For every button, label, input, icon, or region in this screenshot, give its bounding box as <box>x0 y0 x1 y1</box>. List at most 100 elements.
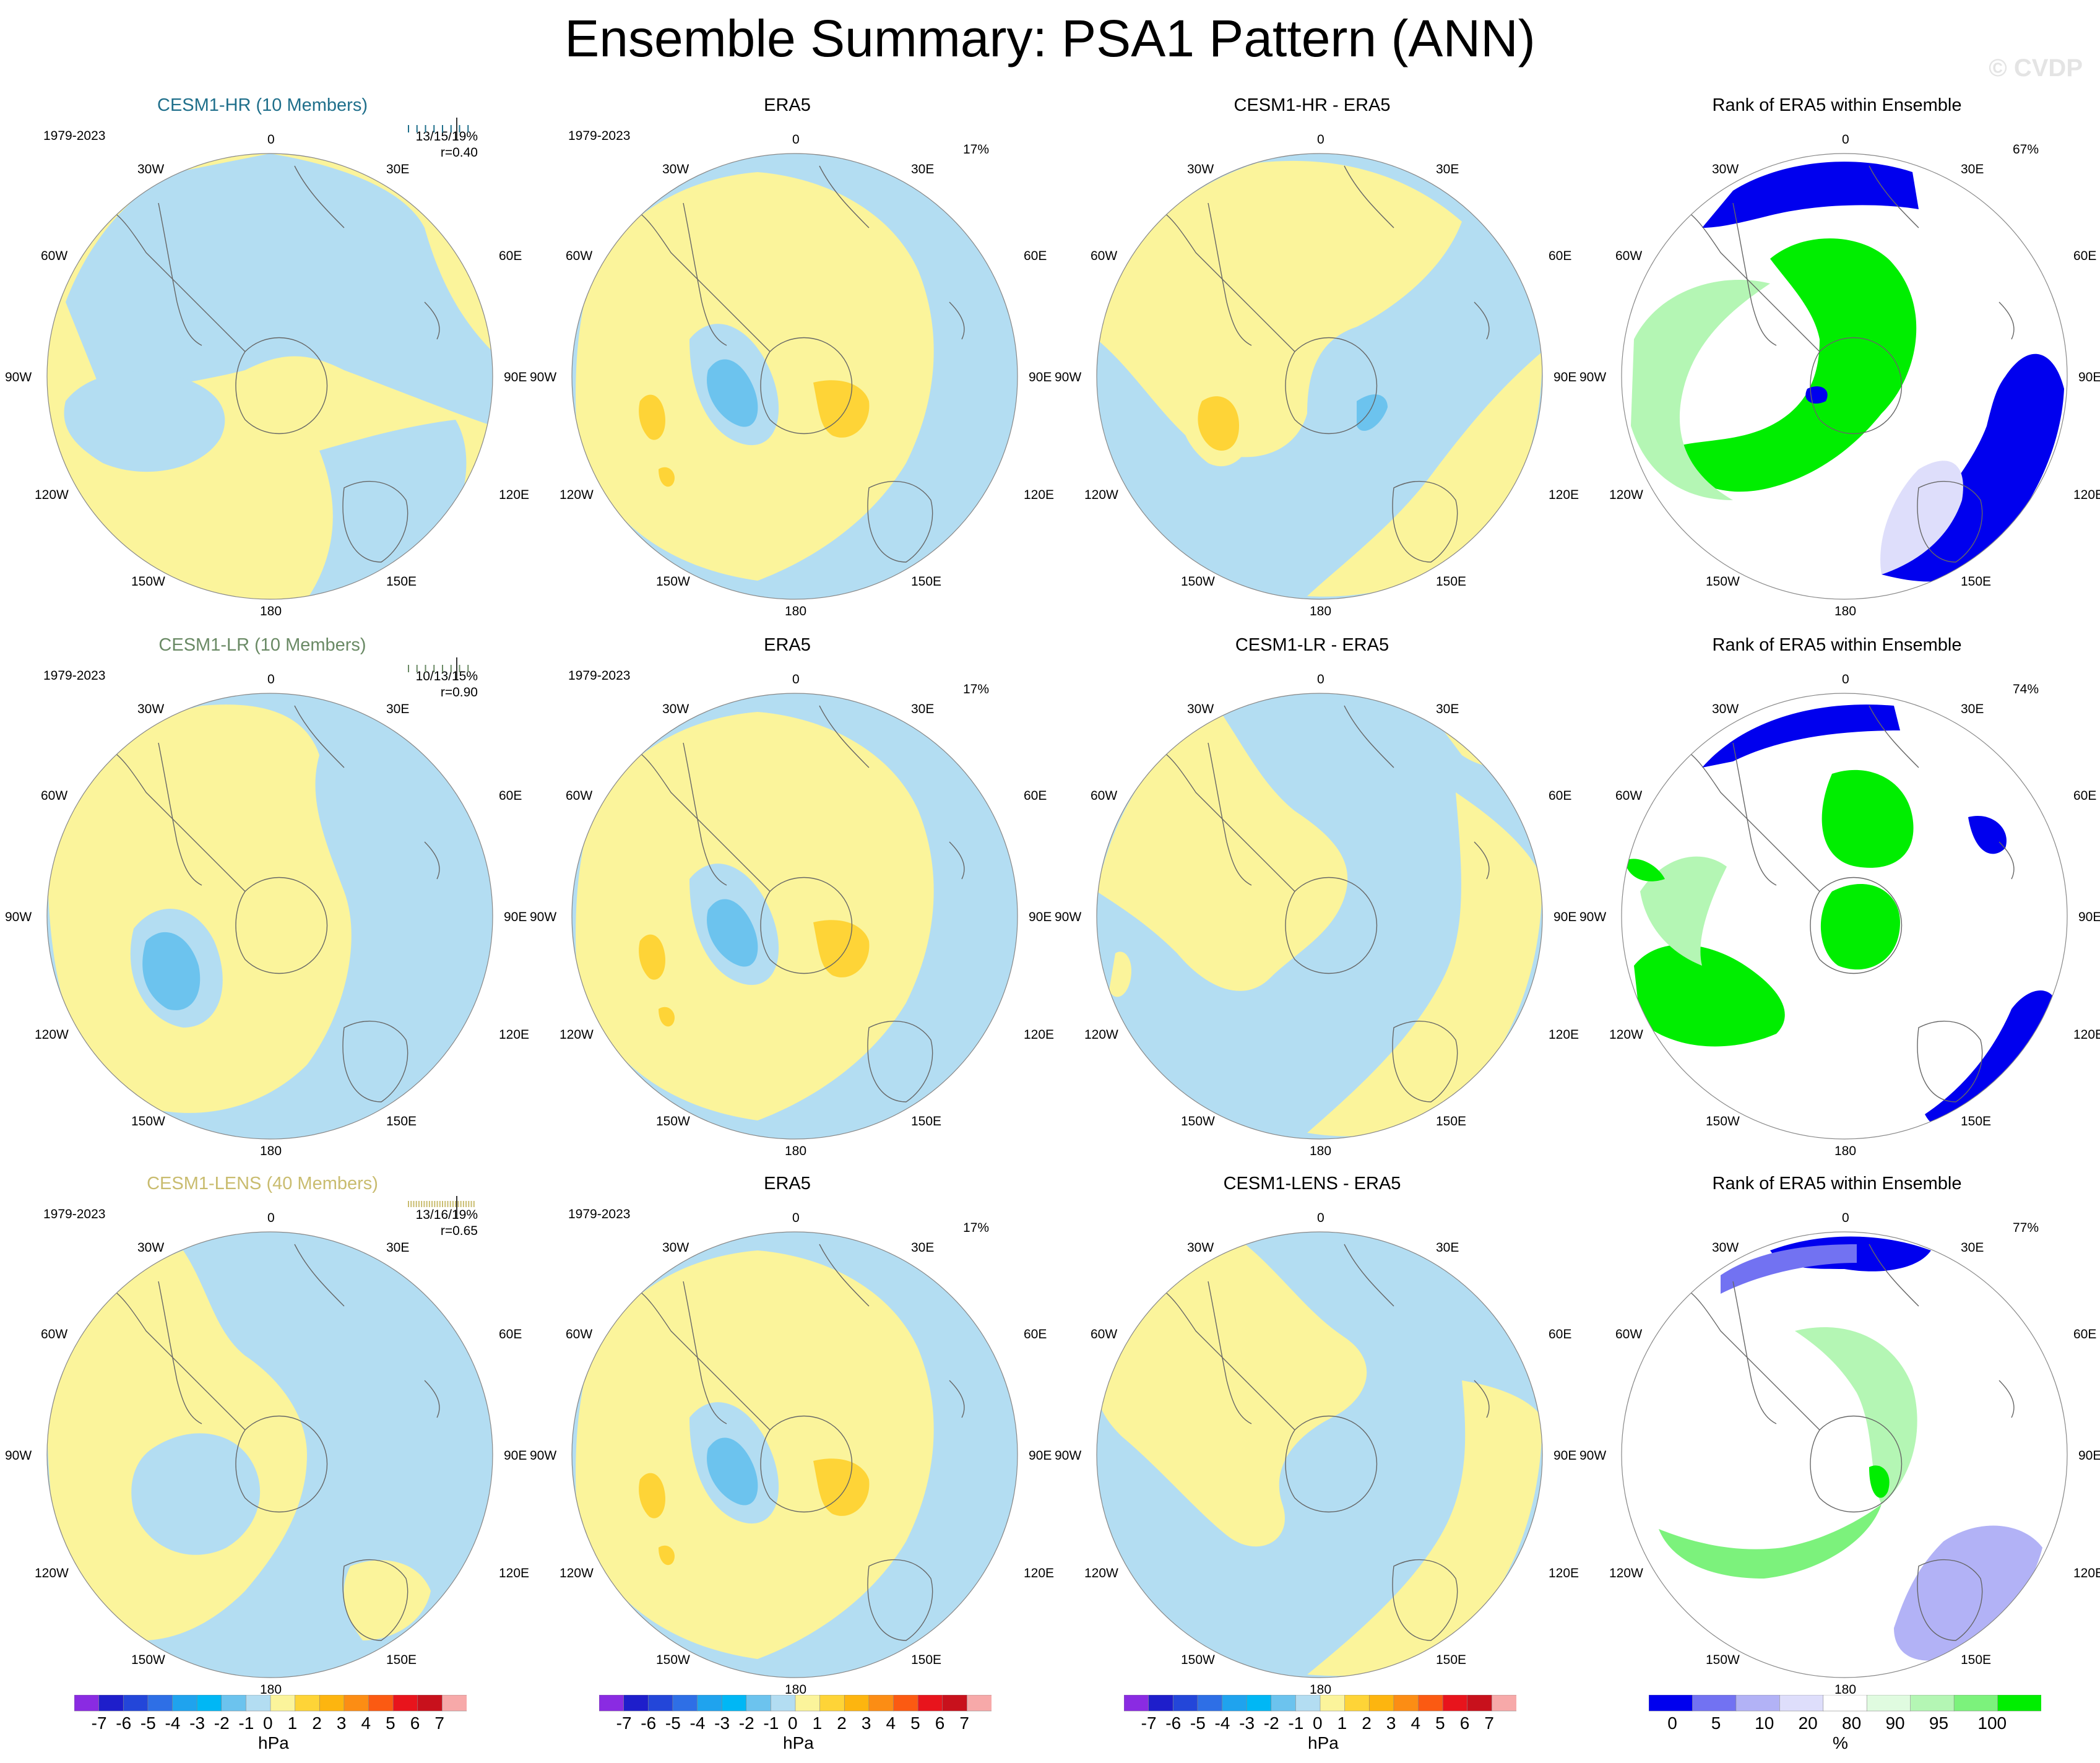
coastline <box>1869 1244 1919 1307</box>
colorbar-label: 90 <box>1885 1713 1905 1733</box>
colorbar-swatch <box>1295 1695 1321 1712</box>
explained-variance-label: 17% <box>963 682 990 696</box>
colorbar-label: -6 <box>641 1713 657 1733</box>
colorbar-swatch <box>392 1695 418 1712</box>
colorbar-label: -2 <box>214 1713 230 1733</box>
lon-label-upper-left: 60W <box>1615 249 1643 263</box>
lon-label-top-left: 30W <box>1712 162 1739 176</box>
lon-label-top-right: 30E <box>386 162 410 176</box>
rank-region <box>1821 769 1914 868</box>
lon-label-lower-left: 120W <box>1609 488 1643 502</box>
colorbar-label: 0 <box>263 1713 273 1733</box>
lon-label-bottom-left: 150W <box>656 1653 690 1667</box>
lon-label-right: 90E <box>504 910 527 924</box>
anomaly-region <box>344 1560 431 1640</box>
colorbar-swatch <box>1222 1695 1247 1712</box>
period-label: 1979-2023 <box>568 129 631 143</box>
explained-variance-label: 17% <box>963 142 990 157</box>
map-boundary <box>46 153 493 600</box>
colorbar-label: 4 <box>1411 1713 1421 1733</box>
coastline <box>1998 841 2015 880</box>
lon-label-top-right: 30E <box>1436 162 1459 176</box>
lon-label-top-right: 30E <box>911 702 935 716</box>
model-panel-title: CESM1-LENS (40 Members) <box>147 1174 378 1193</box>
pattern-correlation: r=0.65 <box>440 1224 478 1238</box>
rank-polar-map <box>1621 1231 2068 1678</box>
colorbar-swatch <box>1344 1695 1370 1712</box>
lon-label-bottom: 180 <box>260 604 282 618</box>
colorbar-label: 6 <box>935 1713 945 1733</box>
diff-panel: CESM1-LENS - ERA5 0 30W 30E 60W 60E 90W 90E 120W… <box>1050 1171 1579 1716</box>
colorbar-swatch <box>917 1695 943 1712</box>
lon-label-top: 0 <box>267 672 275 687</box>
anomaly-region <box>813 920 870 977</box>
lon-label-left: 90W <box>1055 910 1082 924</box>
colorbar-swatch <box>623 1695 649 1712</box>
colorbar-label: -2 <box>738 1713 754 1733</box>
obs-panel: ERA5 1979-2023 17% 0 30W 30E 60W 60E 90W 90E 120W 1… <box>525 633 1054 1177</box>
lon-label-upper-right: 60E <box>499 249 522 263</box>
colorbar-label: 1 <box>287 1713 298 1733</box>
colorbar-label: -3 <box>189 1713 205 1733</box>
anomaly-region <box>813 380 870 438</box>
lon-label-top: 0 <box>1317 1211 1324 1225</box>
lon-label-left: 90W <box>5 370 32 384</box>
anomaly-region <box>1097 712 1348 991</box>
colorbar-unit: hPa <box>783 1733 814 1752</box>
coastline <box>949 841 965 880</box>
colorbar-swatch <box>868 1695 894 1712</box>
colorbar-unit: hPa <box>1308 1733 1339 1752</box>
map-boundary <box>571 153 1018 600</box>
coastline <box>1285 1415 1378 1513</box>
colorbar-label: 7 <box>959 1713 969 1733</box>
lon-label-bottom-left: 150W <box>1181 1114 1215 1128</box>
coastline <box>867 1020 933 1102</box>
ensemble-stats: 13/15/19% r=0.40 <box>385 129 478 161</box>
colorbar-label: 5 <box>1435 1713 1445 1733</box>
colorbar-label: 5 <box>910 1713 920 1733</box>
coastline <box>108 1287 246 1431</box>
colorbar-swatch <box>771 1695 796 1712</box>
colorbar-swatch <box>1172 1695 1198 1712</box>
lon-label-lower-left: 120W <box>35 1028 69 1042</box>
model-polar-map <box>46 153 493 600</box>
coastline <box>1392 1020 1458 1102</box>
colorbar-label: -6 <box>1165 1713 1182 1733</box>
lon-label-top-left: 30W <box>1187 1241 1214 1255</box>
lon-label-top: 0 <box>1842 672 1849 687</box>
colorbar-swatch <box>1492 1695 1516 1712</box>
lon-label-upper-left: 60W <box>1615 789 1643 803</box>
lon-label-right: 90E <box>504 1449 527 1463</box>
rank-region <box>1665 238 1917 492</box>
lon-label-top-right: 30E <box>1436 702 1459 716</box>
coastline <box>1869 705 1919 768</box>
anomaly-region <box>64 371 225 472</box>
model-panel: CESM1-HR (10 Members) 1979-2023 13/15/19% r… <box>0 93 529 638</box>
colorbar-swatch <box>1467 1695 1493 1712</box>
lon-label-bottom-left: 150W <box>1706 1114 1740 1128</box>
lon-label-bottom: 180 <box>1834 604 1857 618</box>
colorbar-label: 6 <box>1459 1713 1470 1733</box>
colorbar-label: -4 <box>689 1713 706 1733</box>
obs-panel-title: ERA5 <box>764 95 811 115</box>
anomaly-region <box>707 1437 758 1505</box>
coastline <box>1158 748 1295 892</box>
lon-label-upper-right: 60E <box>499 1327 522 1341</box>
colorbar-label: -5 <box>140 1713 156 1733</box>
lon-label-lower-right: 120E <box>499 1028 530 1042</box>
lon-label-upper-right: 60E <box>499 789 522 803</box>
coastline <box>1208 202 1252 346</box>
lon-label-top-left: 30W <box>1712 1241 1739 1255</box>
colorbar-swatch <box>1124 1695 1149 1712</box>
colorbar-swatch <box>295 1695 321 1712</box>
colorbar-swatch <box>1997 1695 2041 1712</box>
colorbar-label: 95 <box>1929 1713 1949 1733</box>
lon-label-right: 90E <box>1553 370 1577 384</box>
diff-panel-title: CESM1-HR - ERA5 <box>1234 95 1391 115</box>
colorbar-swatch <box>147 1695 173 1712</box>
lon-label-top-left: 30W <box>137 162 165 176</box>
period-label: 1979-2023 <box>568 1207 631 1221</box>
map-boundary <box>46 1231 493 1678</box>
lon-label-bottom: 180 <box>260 1144 282 1158</box>
colorbar-swatch <box>1866 1695 1911 1712</box>
